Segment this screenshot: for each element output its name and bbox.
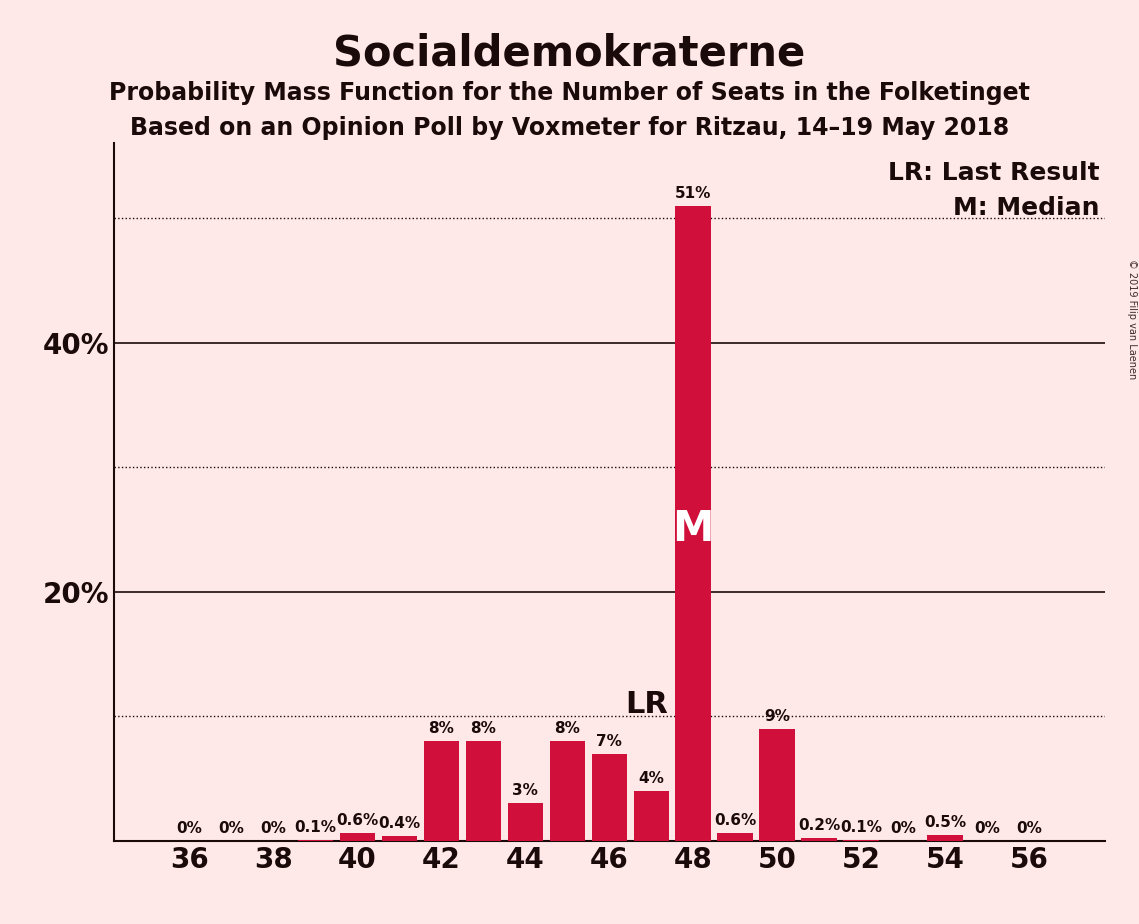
- Text: 4%: 4%: [639, 771, 664, 786]
- Text: 0%: 0%: [261, 821, 286, 836]
- Text: 8%: 8%: [470, 722, 497, 736]
- Text: © 2019 Filip van Laenen: © 2019 Filip van Laenen: [1126, 259, 1137, 379]
- Text: LR: LR: [625, 689, 669, 719]
- Bar: [675, 205, 711, 841]
- Text: 9%: 9%: [764, 709, 790, 723]
- Text: 7%: 7%: [597, 734, 622, 748]
- Bar: [633, 791, 670, 841]
- Text: Probability Mass Function for the Number of Seats in the Folketinget: Probability Mass Function for the Number…: [109, 81, 1030, 105]
- Text: LR: Last Result: LR: Last Result: [888, 161, 1100, 185]
- Bar: [591, 754, 628, 841]
- Text: 8%: 8%: [428, 722, 454, 736]
- Bar: [844, 840, 879, 841]
- Text: 0.6%: 0.6%: [714, 813, 756, 829]
- Bar: [466, 741, 501, 841]
- Text: 3%: 3%: [513, 784, 539, 798]
- Bar: [718, 833, 753, 841]
- Bar: [339, 833, 375, 841]
- Bar: [760, 729, 795, 841]
- Bar: [508, 804, 543, 841]
- Text: Based on an Opinion Poll by Voxmeter for Ritzau, 14–19 May 2018: Based on an Opinion Poll by Voxmeter for…: [130, 116, 1009, 140]
- Bar: [549, 741, 585, 841]
- Text: 0%: 0%: [974, 821, 1000, 836]
- Text: 0%: 0%: [891, 821, 916, 836]
- Bar: [382, 836, 417, 841]
- Text: Socialdemokraterne: Socialdemokraterne: [334, 32, 805, 74]
- Text: 0.1%: 0.1%: [841, 820, 883, 834]
- Bar: [802, 838, 837, 841]
- Text: 0%: 0%: [1016, 821, 1042, 836]
- Text: 51%: 51%: [675, 186, 712, 201]
- Bar: [297, 840, 334, 841]
- Text: 0%: 0%: [219, 821, 245, 836]
- Text: 0.2%: 0.2%: [798, 819, 841, 833]
- Bar: [424, 741, 459, 841]
- Text: 0.1%: 0.1%: [295, 820, 336, 834]
- Text: 0.5%: 0.5%: [924, 815, 966, 830]
- Text: 0.4%: 0.4%: [378, 816, 420, 831]
- Text: 8%: 8%: [555, 722, 580, 736]
- Text: 0%: 0%: [177, 821, 203, 836]
- Text: M: Median: M: Median: [953, 196, 1100, 220]
- Text: 0.6%: 0.6%: [336, 813, 378, 829]
- Text: M: M: [673, 508, 714, 551]
- Bar: [927, 834, 964, 841]
